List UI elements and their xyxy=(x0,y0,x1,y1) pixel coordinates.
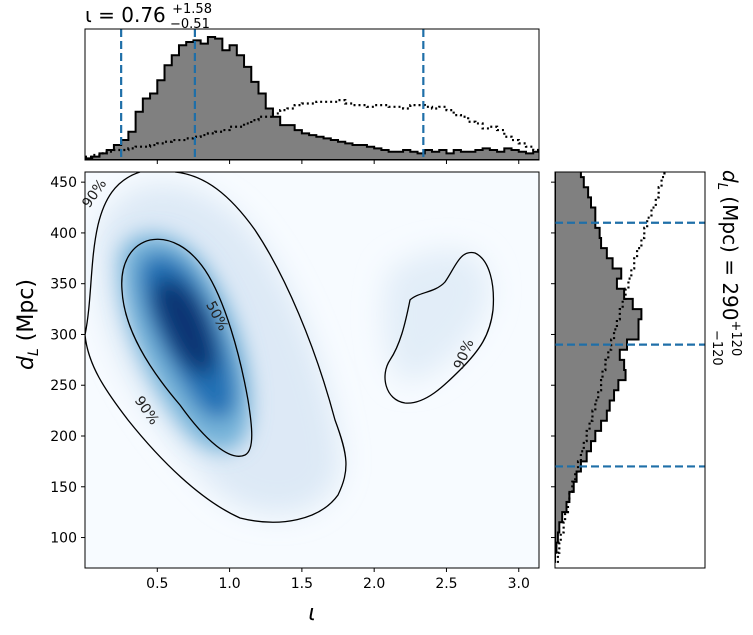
main-panel-frame xyxy=(84,171,540,569)
x-tick-label: 2.0 xyxy=(363,576,385,592)
dl-estimate-title: dL (Mpc) = 290+120 −120 xyxy=(709,170,743,366)
y-label-rest: (Mpc) xyxy=(14,279,39,348)
dl-title-sup: +120 xyxy=(728,321,743,357)
iota-title-sup: +1.58 xyxy=(172,2,212,17)
y-tick-label: 400 xyxy=(50,226,77,242)
x-tick-label: 0.5 xyxy=(146,576,168,592)
dl-title-main: (Mpc) = 290 xyxy=(718,190,742,321)
dl-title-d: d xyxy=(718,170,742,183)
svg-text:dL (Mpc) = 290+120: dL (Mpc) = 290+120 xyxy=(714,170,743,356)
dl-title-l: L xyxy=(714,183,729,190)
dl-title-sub: −120 xyxy=(709,330,724,366)
dl-posterior-histogram xyxy=(555,172,643,563)
contour-50 xyxy=(121,238,253,457)
right-panel-frame xyxy=(554,171,706,569)
y-label-sub: L xyxy=(26,348,42,356)
iota-title-main: ι = 0.76 xyxy=(85,3,166,27)
x-tick-label: 1.5 xyxy=(291,576,313,592)
x-tick-label: 2.5 xyxy=(435,576,457,592)
dl-prior-histogram xyxy=(556,172,666,563)
x-tick-label: 3.0 xyxy=(508,576,530,592)
iota-posterior-histogram xyxy=(85,36,539,160)
top-panel-frame xyxy=(84,28,540,161)
y-tick-label: 350 xyxy=(50,277,77,293)
iota-title-sub: −0.51 xyxy=(170,17,210,32)
y-tick-label: 200 xyxy=(50,429,77,445)
y-axis-label: dL (Mpc) xyxy=(14,279,42,370)
y-tick-label: 100 xyxy=(50,531,77,547)
contour-90-main xyxy=(85,172,347,523)
top-marginal-panel xyxy=(84,28,540,164)
y-tick-label: 150 xyxy=(50,480,77,496)
y-tick-label: 450 xyxy=(50,175,77,191)
x-axis-label: ι xyxy=(308,601,315,626)
y-label-main: d xyxy=(14,355,39,370)
iota-estimate-title: ι = 0.76 +1.58 xyxy=(85,2,212,27)
right-marginal-panel xyxy=(551,171,706,569)
joint-density-panel: 90% 50% 90% 90% 0.5 1.0 1.5 2.0 2.5 3.0100150… xyxy=(50,171,540,592)
x-tick-label: 1.0 xyxy=(218,576,240,592)
y-tick-label: 250 xyxy=(50,378,77,394)
contour-90-secondary xyxy=(384,251,495,404)
y-tick-label: 300 xyxy=(50,327,77,343)
density-heatmap xyxy=(85,172,495,523)
